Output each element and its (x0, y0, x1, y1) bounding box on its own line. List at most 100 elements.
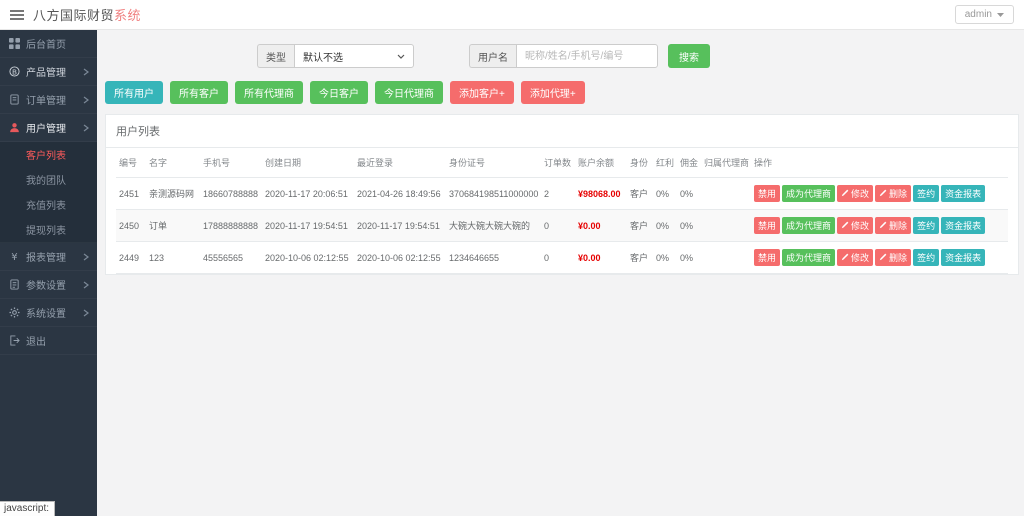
edit-button[interactable]: 修改 (837, 217, 874, 234)
action-label: 资金报表 (945, 253, 982, 263)
search-button[interactable]: 搜索 (668, 44, 710, 68)
action-label: 修改 (851, 221, 870, 231)
chevron-down-icon (397, 51, 405, 62)
delete-button[interactable]: 删除 (875, 249, 912, 266)
all-users-button[interactable]: 所有用户 (105, 81, 163, 104)
status-tooltip: javascript: (0, 501, 56, 516)
sidebar-item-label: 后台首页 (26, 40, 66, 51)
username-filter-label: 用户名 (469, 44, 516, 68)
cell-last_login: 2020-10-06 02:12:55 (354, 241, 446, 274)
action-label: 禁用 (758, 253, 777, 263)
cell-orders: 0 (541, 241, 575, 274)
all-agents-button[interactable]: 所有代理商 (235, 81, 303, 104)
table-header-row: 编号 名字 手机号 创建日期 最近登录 身份证号 订单数 账户余额 身份 红利 佣金 归属代理商 操作 (116, 148, 1008, 178)
user-menu-button[interactable]: admin (954, 5, 1014, 24)
cell-last_login: 2021-04-26 18:49:56 (354, 177, 446, 210)
sidebar-item-reports[interactable]: ¥ 报表管理 (0, 243, 97, 271)
brand-text: 八方国际财贸 (33, 8, 115, 23)
order-icon (8, 94, 21, 105)
sign-button[interactable]: 签约 (913, 249, 940, 266)
disable-button[interactable]: 禁用 (754, 249, 781, 266)
chevron-right-icon (83, 96, 89, 104)
filter-row: 类型 默认不选 用户名 搜索 (257, 44, 1024, 68)
sidebar-item-system[interactable]: 系统设置 (0, 299, 97, 327)
cell-phone: 18660788888 (200, 177, 262, 210)
sidebar-item-orders[interactable]: 订单管理 (0, 86, 97, 114)
edit-button[interactable]: 修改 (837, 185, 874, 202)
sidebar-subitem-my-team[interactable]: 我的团队 (26, 176, 66, 187)
chevron-right-icon (83, 68, 89, 76)
column-header: 归属代理商 (701, 148, 751, 178)
menu-toggle-icon[interactable] (10, 9, 24, 21)
main-content: 类型 默认不选 用户名 搜索 所有用户所有客户所有代理商今日客户今日代理商添加客… (97, 30, 1024, 516)
action-label: 禁用 (758, 221, 777, 231)
column-header: 身份 (627, 148, 653, 178)
cell-actions: 禁用 成为代理商 修改 删除 签约 资金报表 (751, 241, 1008, 274)
logout-icon (8, 335, 21, 346)
sidebar-item-label: 用户管理 (26, 124, 66, 135)
sidebar-item-users[interactable]: 用户管理 (0, 114, 97, 142)
become-agent-button[interactable]: 成为代理商 (782, 217, 836, 234)
sidebar-subitem-withdraw-list[interactable]: 提现列表 (26, 226, 66, 237)
disable-button[interactable]: 禁用 (754, 185, 781, 202)
sidebar-item-label: 产品管理 (26, 68, 66, 79)
type-select[interactable]: 默认不选 (294, 44, 414, 68)
sidebar: 后台首页 B 产品管理订单管理用户管理客户列表我的团队充值列表提现列表 ¥ 报表管理参数… (0, 30, 97, 516)
toolbar: 所有用户 所有客户 所有代理商 今日客户 今日代理商 添加客户+ 添加代理+ (105, 81, 1024, 104)
sidebar-subitem-customer-list[interactable]: 客户列表 (26, 151, 66, 162)
column-header: 操作 (751, 148, 1008, 178)
sidebar-item-logout[interactable]: 退出 (0, 327, 97, 355)
delete-button[interactable]: 删除 (875, 217, 912, 234)
sidebar-item-products[interactable]: B 产品管理 (0, 58, 97, 86)
sidebar-item-params[interactable]: 参数设置 (0, 271, 97, 299)
cell-name: 订单 (146, 209, 200, 242)
action-label: 签约 (917, 221, 936, 231)
column-header: 账户余额 (575, 148, 627, 178)
cell-id: 2451 (116, 177, 146, 210)
cell-commission: 0% (677, 241, 701, 274)
cell-bonus: 0% (653, 209, 677, 242)
sign-button[interactable]: 签约 (913, 185, 940, 202)
params-icon (8, 279, 21, 290)
column-header: 名字 (146, 148, 200, 178)
become-agent-button[interactable]: 成为代理商 (782, 185, 836, 202)
today-customers-button[interactable]: 今日客户 (310, 81, 368, 104)
add-customer-button[interactable]: 添加客户+ (450, 81, 514, 104)
sign-button[interactable]: 签约 (913, 217, 940, 234)
fund-report-button[interactable]: 资金报表 (941, 217, 986, 234)
pencil-icon (841, 221, 849, 231)
sidebar-menu: 后台首页 B 产品管理订单管理用户管理客户列表我的团队充值列表提现列表 ¥ 报表管理参数… (0, 30, 97, 355)
today-agents-button[interactable]: 今日代理商 (375, 81, 443, 104)
action-label: 修改 (851, 189, 870, 199)
user-menu-label: admin (964, 9, 992, 20)
sidebar-item-label: 参数设置 (26, 281, 66, 292)
action-label: 修改 (851, 253, 870, 263)
sidebar-item-label: 订单管理 (26, 96, 66, 107)
sidebar-item-label: 系统设置 (26, 309, 66, 320)
chevron-right-icon (83, 281, 89, 289)
cell-commission: 0% (677, 177, 701, 210)
disable-button[interactable]: 禁用 (754, 217, 781, 234)
cell-role: 客户 (627, 177, 653, 210)
add-agent-button[interactable]: 添加代理+ (520, 81, 585, 104)
action-label: 资金报表 (945, 221, 982, 231)
sidebar-item-dashboard[interactable]: 后台首页 (0, 30, 97, 58)
table-row: 2451 亲测源码网 18660788888 2020-11-17 20:06:51 2… (116, 177, 1008, 210)
column-header: 编号 (116, 148, 146, 178)
edit-button[interactable]: 修改 (837, 249, 874, 266)
all-customers-button[interactable]: 所有客户 (170, 81, 228, 104)
fund-report-button[interactable]: 资金报表 (941, 249, 986, 266)
cell-agent (701, 241, 751, 274)
cell-phone: 45556565 (200, 241, 262, 274)
become-agent-button[interactable]: 成为代理商 (782, 249, 836, 266)
fund-report-button[interactable]: 资金报表 (941, 185, 986, 202)
column-header: 身份证号 (446, 148, 541, 178)
cell-id: 2449 (116, 241, 146, 274)
username-filter-group: 用户名 (469, 44, 658, 68)
users-icon (8, 122, 21, 133)
cell-created: 2020-11-17 20:06:51 (262, 177, 354, 210)
delete-button[interactable]: 删除 (875, 185, 912, 202)
username-input[interactable] (516, 44, 658, 68)
product-icon: B (8, 66, 21, 77)
sidebar-subitem-recharge-list[interactable]: 充值列表 (26, 201, 66, 212)
